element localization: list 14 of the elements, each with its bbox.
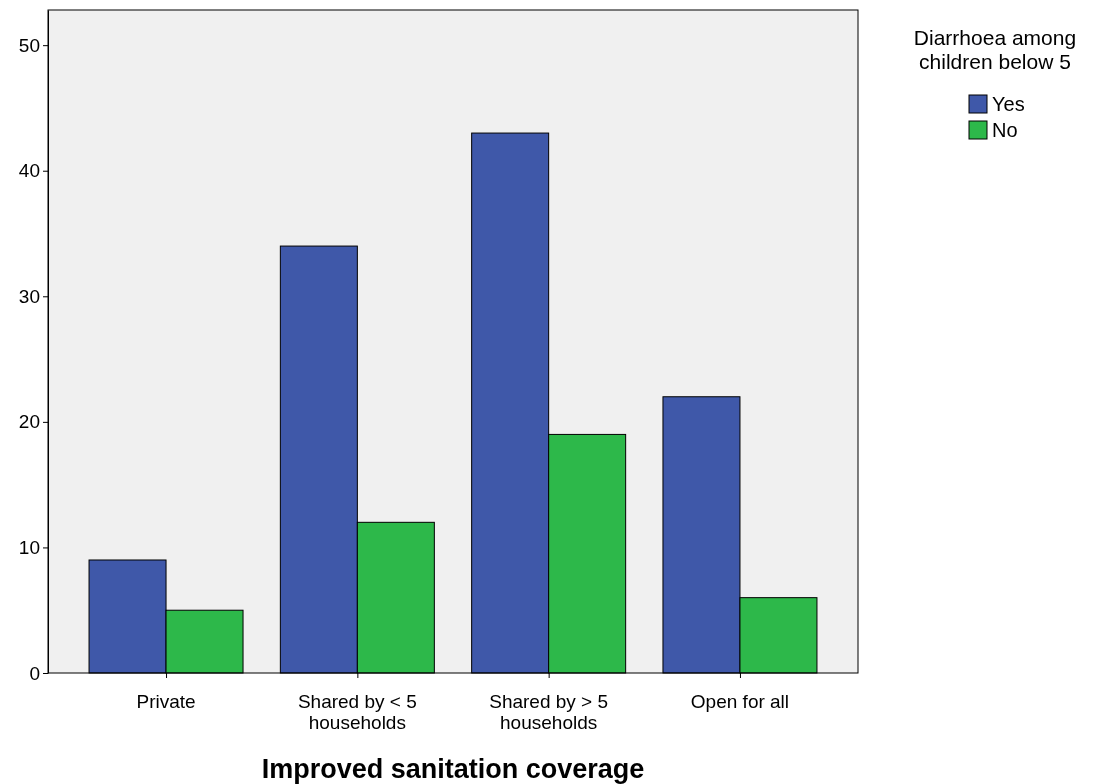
x-tick-label: Shared by < 5 households (297, 691, 417, 733)
y-tick-label: 0 (29, 662, 40, 684)
x-tick-label: Private (136, 691, 196, 712)
y-tick-label: 40 (18, 160, 40, 182)
legend-title: Diarrhoea among children below 5 (913, 26, 1077, 73)
x-axis-title: Improved sanitation coverage (261, 754, 645, 784)
y-tick-label: 50 (18, 34, 40, 56)
x-tick-label: Shared by > 5 households (489, 691, 609, 733)
x-tick-label: Open for all (690, 691, 790, 712)
y-tick-label: 10 (18, 537, 40, 559)
y-tick-label: 20 (18, 411, 40, 433)
legend-label: Yes (992, 93, 1025, 115)
legend-label: No (992, 119, 1018, 141)
y-tick-label: 30 (18, 285, 40, 307)
